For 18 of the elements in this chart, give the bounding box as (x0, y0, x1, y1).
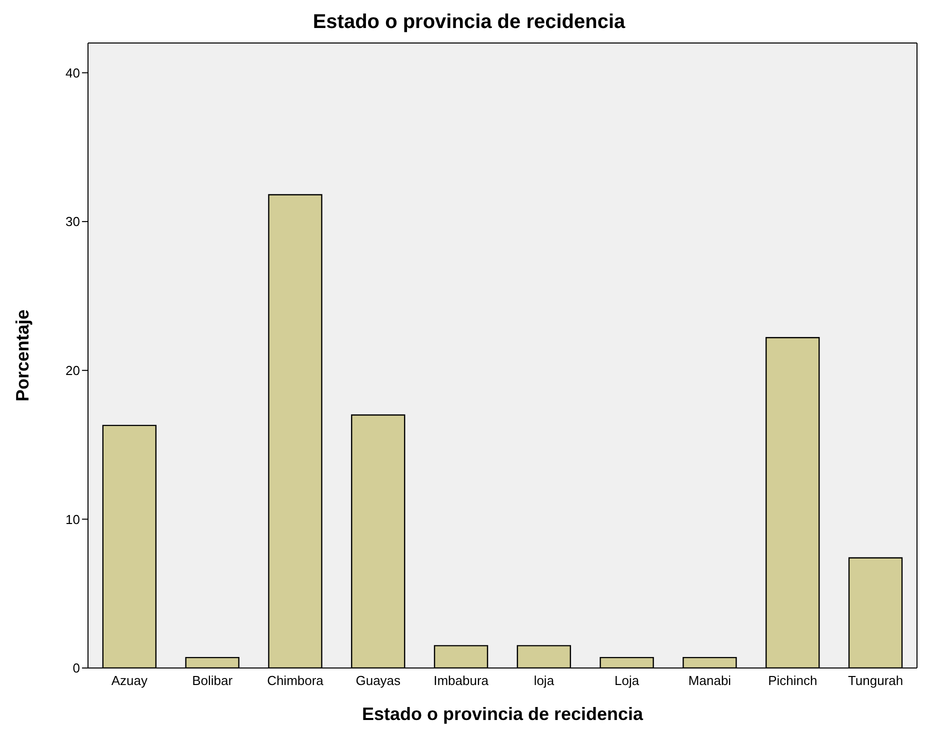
x-tick-label: Manabi (688, 673, 732, 688)
y-axis-title: Porcentaje (12, 309, 32, 402)
y-tick-label: 10 (66, 512, 80, 527)
y-tick-label: 40 (66, 65, 80, 80)
x-tick-label: Bolibar (192, 673, 234, 688)
x-tick-label: Chimbora (267, 673, 324, 688)
x-tick-label: Tungurah (848, 673, 904, 688)
x-tick-label: Imbabura (434, 673, 490, 688)
y-tick-label: 20 (66, 362, 80, 378)
x-tick-label: Azuay (111, 673, 148, 688)
x-axis-title: Estado o provincia de recidencia (362, 704, 644, 724)
x-tick-label: Loja (614, 673, 640, 688)
x-tick-label: loja (534, 673, 555, 688)
y-tick-label: 0 (72, 660, 80, 676)
x-tick-label: Guayas (356, 673, 402, 688)
x-tick-label: Pichinch (768, 673, 818, 688)
y-tick-label: 30 (66, 214, 80, 230)
chart-title: Estado o provincia de recidencia (312, 10, 626, 35)
